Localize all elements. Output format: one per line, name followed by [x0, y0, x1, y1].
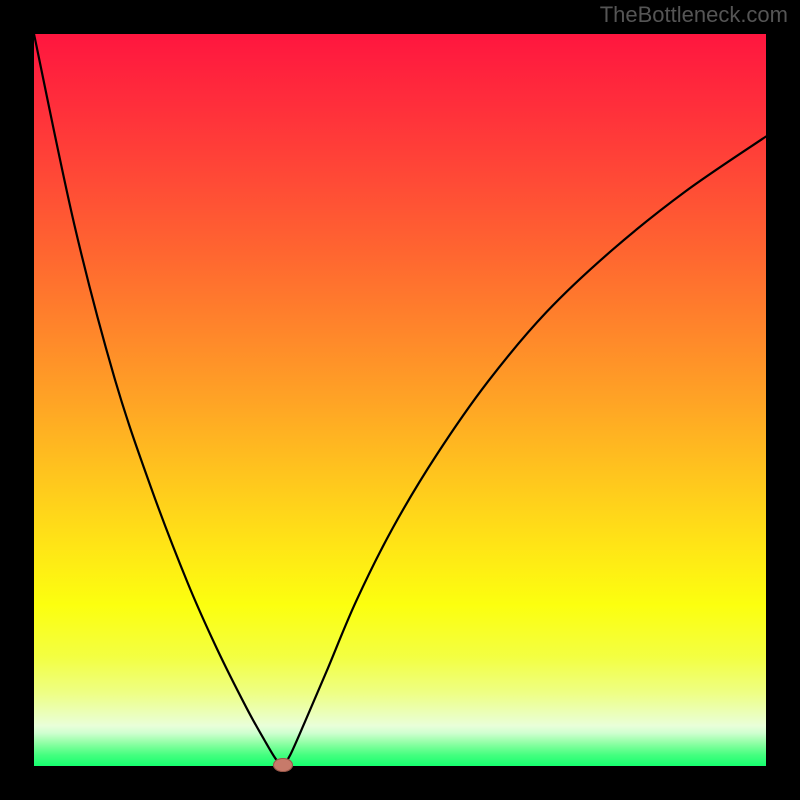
optimum-marker	[273, 758, 293, 772]
plot-area	[34, 34, 766, 766]
curve-path	[34, 34, 766, 766]
watermark-text: TheBottleneck.com	[600, 2, 788, 28]
bottleneck-curve	[34, 34, 766, 766]
chart-container: TheBottleneck.com	[0, 0, 800, 800]
